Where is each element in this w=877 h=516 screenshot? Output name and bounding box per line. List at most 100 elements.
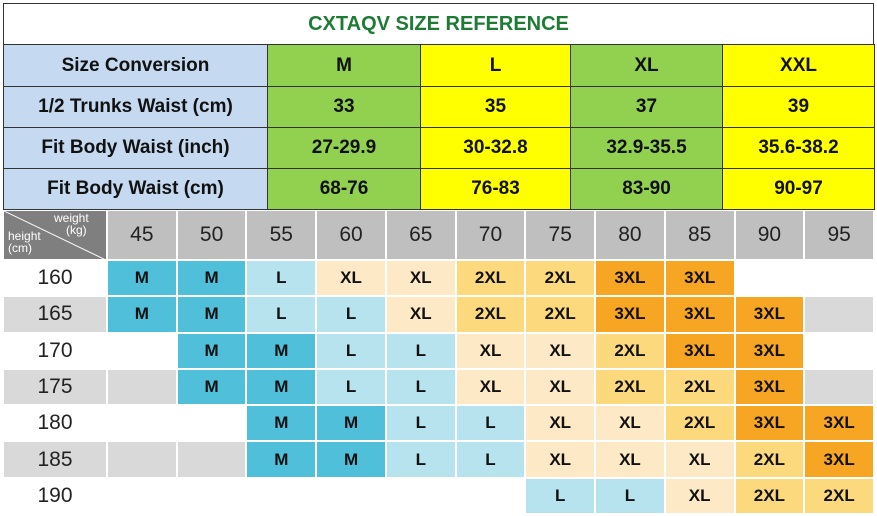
header-cell: XXL — [722, 44, 875, 87]
empty-cell — [107, 368, 177, 406]
size-cell: XL — [664, 441, 735, 478]
size-cell: M — [107, 296, 177, 333]
size-cell: 3XL — [804, 405, 874, 442]
size-cell: XL — [385, 296, 456, 333]
size-cell: M — [246, 332, 317, 369]
weight-header: 85 — [664, 210, 735, 260]
table-cell: 32.9-35.5 — [570, 127, 723, 169]
weight-header: 50 — [176, 210, 247, 260]
size-cell: 2XL — [525, 296, 596, 333]
size-cell: M — [246, 405, 317, 442]
table-cell: 30-32.8 — [420, 127, 571, 169]
size-cell: 2XL — [734, 477, 805, 514]
size-cell: 2XL — [664, 405, 735, 442]
size-cell: L — [246, 296, 317, 333]
size-cell: 3XL — [664, 332, 735, 369]
size-cell: XL — [316, 260, 386, 297]
size-cell: L — [525, 477, 596, 514]
weight-header: 45 — [107, 210, 177, 260]
size-cell: 3XL — [734, 296, 805, 333]
table-cell: 35 — [420, 86, 571, 128]
size-cell: L — [316, 332, 386, 369]
size-cell: 2XL — [664, 368, 735, 406]
empty-cell — [316, 477, 386, 514]
weight-header: 65 — [385, 210, 456, 260]
size-cell: M — [316, 405, 386, 442]
weight-header: 75 — [525, 210, 596, 260]
weight-header: 60 — [316, 210, 386, 260]
size-cell: 2XL — [595, 332, 665, 369]
table-cell: 83-90 — [570, 168, 723, 210]
size-cell: M — [316, 441, 386, 478]
height-header: 180 — [3, 405, 107, 442]
size-cell: L — [455, 441, 526, 478]
size-cell: XL — [455, 332, 526, 369]
size-cell: M — [176, 260, 247, 297]
table-cell: 27-29.9 — [267, 127, 421, 169]
empty-cell — [804, 260, 874, 297]
table-cell: 33 — [267, 86, 421, 128]
size-cell: L — [316, 296, 386, 333]
size-cell: 2XL — [455, 296, 526, 333]
corner-label: height — [8, 229, 41, 243]
empty-cell — [107, 405, 177, 442]
corner-label: weight — [54, 211, 89, 225]
size-cell: L — [455, 405, 526, 442]
size-cell: M — [246, 441, 317, 478]
weight-header: 55 — [246, 210, 317, 260]
size-cell: M — [246, 368, 317, 406]
weight-header: 70 — [455, 210, 526, 260]
size-cell: XL — [525, 441, 596, 478]
table-cell: 35.6-38.2 — [722, 127, 875, 169]
empty-cell — [455, 477, 526, 514]
size-cell: 3XL — [595, 296, 665, 333]
empty-cell — [176, 405, 247, 442]
height-header: 160 — [3, 260, 107, 297]
corner-diagonal — [4, 211, 108, 261]
size-cell: XL — [595, 441, 665, 478]
header-cell: Size Conversion — [3, 44, 268, 87]
size-cell: L — [595, 477, 665, 514]
weight-header: 80 — [595, 210, 665, 260]
table-cell: Fit Body Waist (cm) — [3, 168, 268, 210]
size-cell: 3XL — [804, 441, 874, 478]
size-cell: L — [316, 368, 386, 406]
size-cell: XL — [385, 260, 456, 297]
table-cell: Fit Body Waist (inch) — [3, 127, 268, 169]
table-cell: 68-76 — [267, 168, 421, 210]
height-header: 185 — [3, 441, 107, 478]
size-cell: M — [176, 368, 247, 406]
corner-cell: weight (kg) height (cm) — [3, 210, 108, 261]
size-cell: M — [107, 260, 177, 297]
size-cell: M — [176, 296, 247, 333]
table-cell: 1/2 Trunks Waist (cm) — [3, 86, 268, 128]
empty-cell — [107, 332, 177, 369]
empty-cell — [107, 441, 177, 478]
size-cell: L — [385, 368, 456, 406]
empty-cell — [385, 477, 456, 514]
title: CXTAQV SIZE REFERENCE — [3, 3, 874, 45]
corner-label: (kg) — [66, 223, 87, 237]
empty-cell — [734, 260, 805, 297]
size-cell: 3XL — [734, 368, 805, 406]
weight-header: 95 — [804, 210, 874, 260]
size-cell: 2XL — [525, 260, 596, 297]
size-cell: 3XL — [734, 405, 805, 442]
size-cell: XL — [525, 332, 596, 369]
empty-cell — [804, 332, 874, 369]
height-header: 165 — [3, 296, 107, 333]
size-cell: 2XL — [455, 260, 526, 297]
size-cell: 3XL — [664, 296, 735, 333]
empty-cell — [107, 477, 177, 514]
empty-cell — [176, 441, 247, 478]
size-cell: M — [176, 332, 247, 369]
empty-cell — [804, 368, 874, 406]
size-cell: XL — [525, 368, 596, 406]
size-cell: 2XL — [595, 368, 665, 406]
header-cell: L — [420, 44, 571, 87]
empty-cell — [246, 477, 317, 514]
height-header: 175 — [3, 368, 107, 406]
height-header: 170 — [3, 332, 107, 369]
size-cell: 2XL — [804, 477, 874, 514]
corner-label: (cm) — [8, 241, 32, 255]
